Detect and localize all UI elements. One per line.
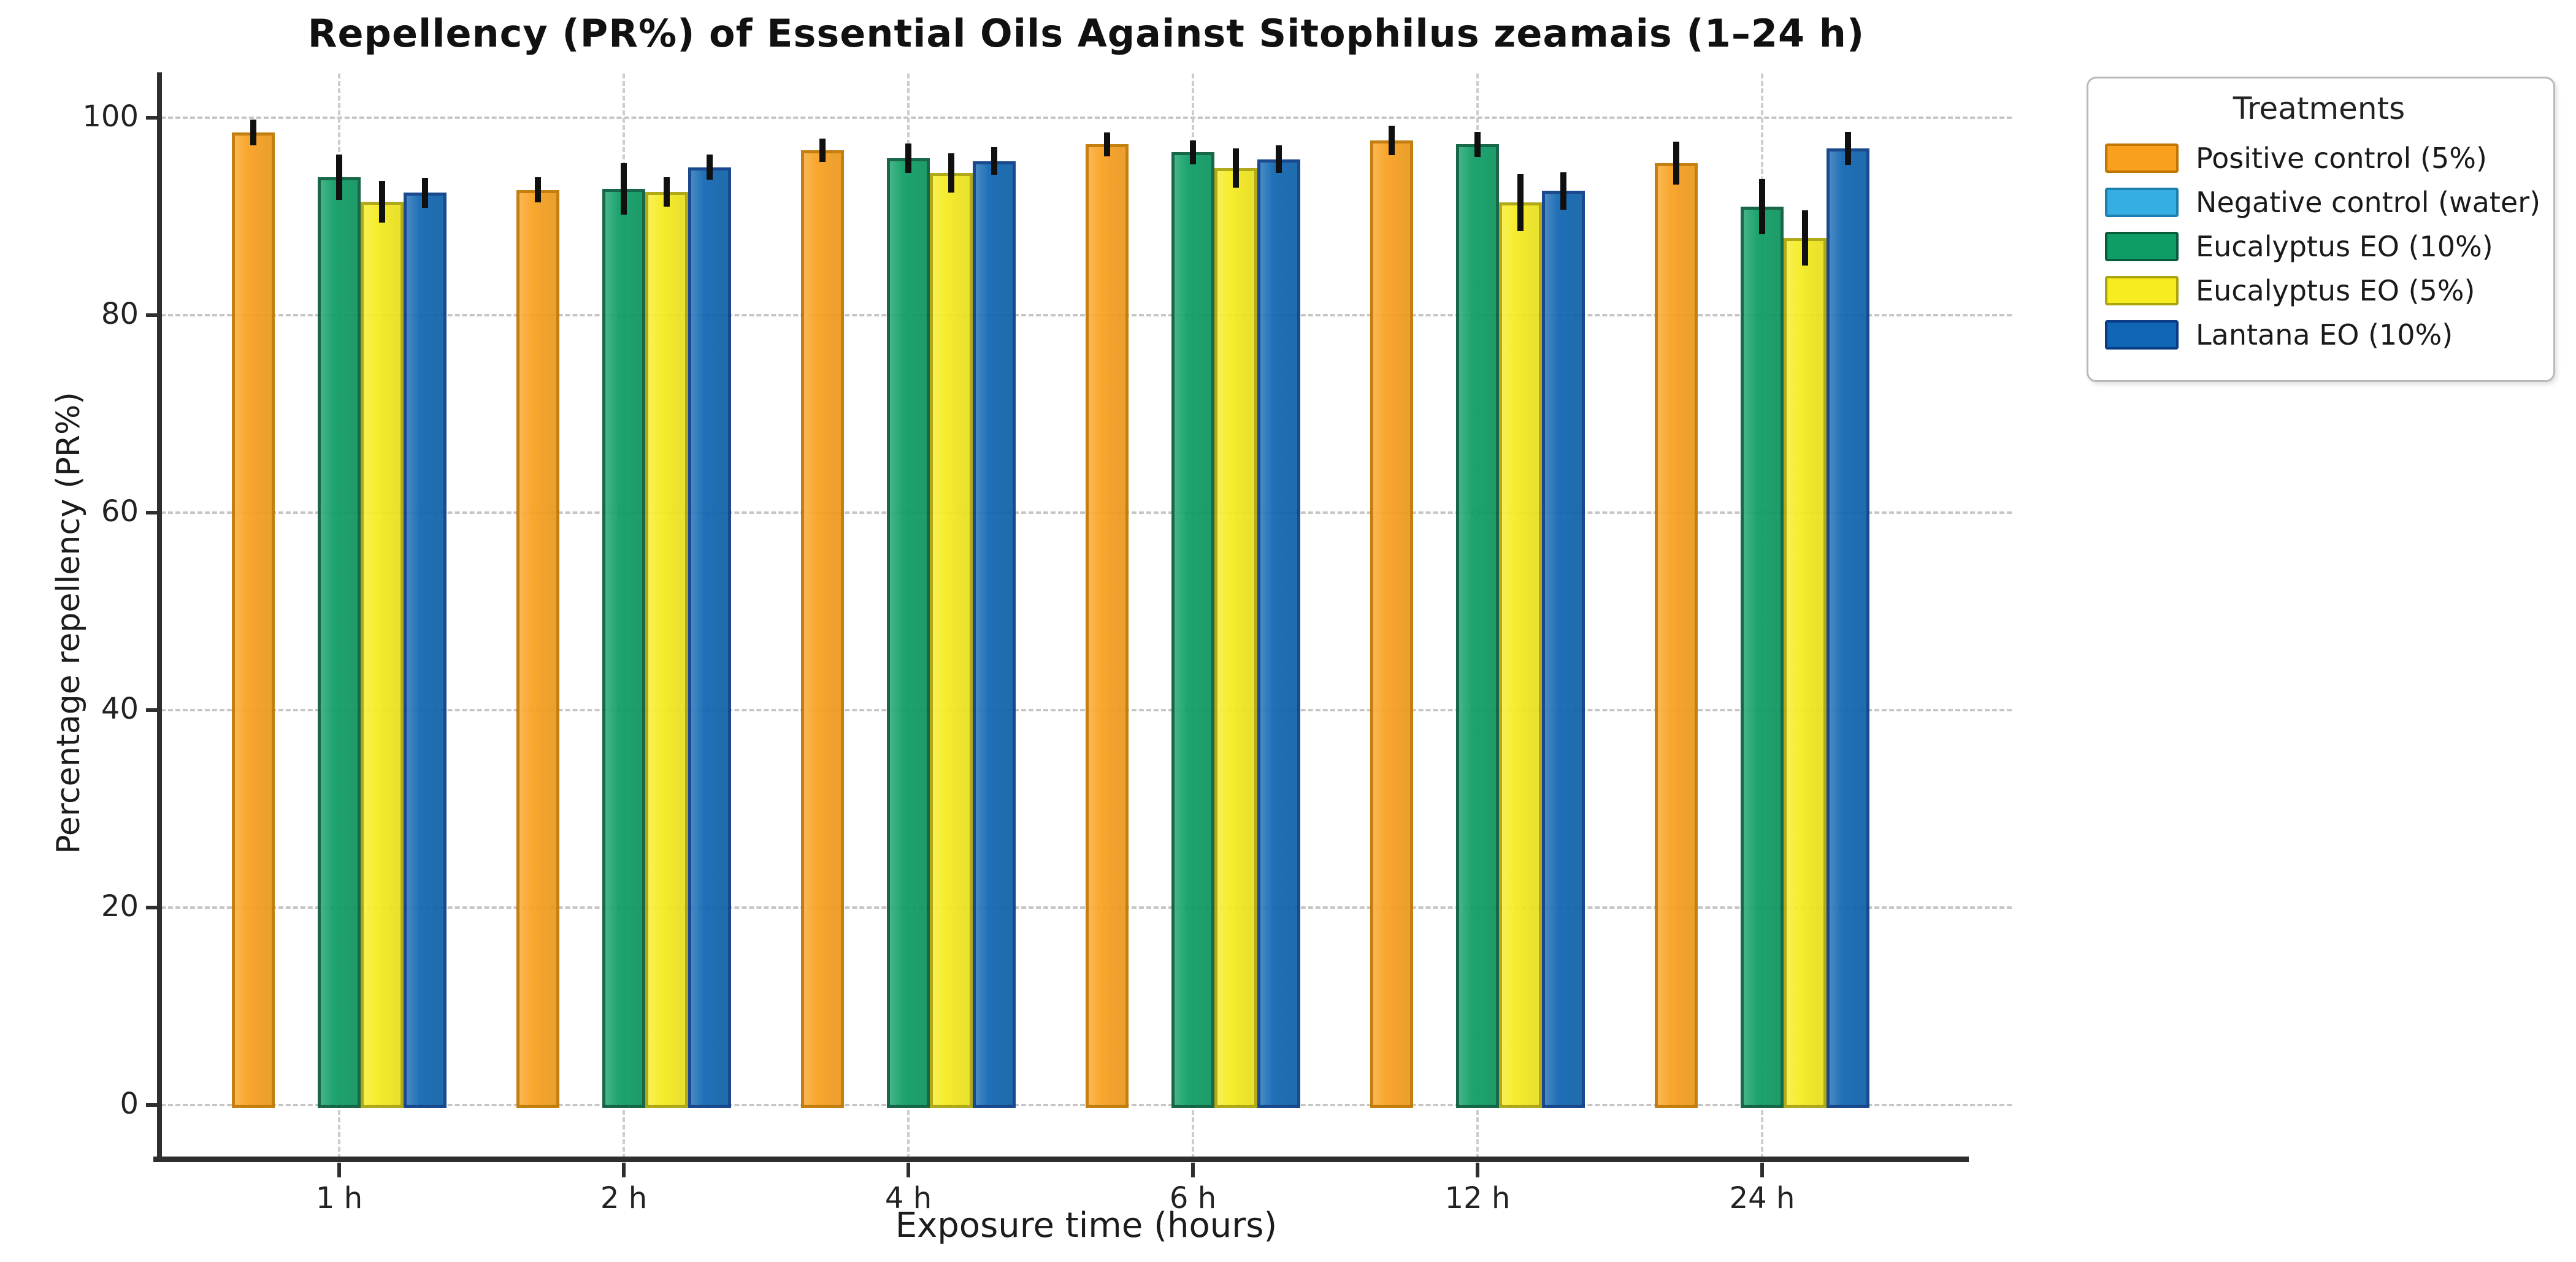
bar bbox=[232, 132, 275, 1108]
error-bar bbox=[991, 147, 997, 175]
bar bbox=[1784, 238, 1827, 1108]
error-bar bbox=[905, 143, 911, 174]
error-bar bbox=[707, 154, 713, 180]
bar bbox=[1257, 159, 1300, 1108]
bar bbox=[645, 191, 688, 1108]
error-bar bbox=[1845, 131, 1851, 166]
error-bar bbox=[1474, 131, 1481, 158]
y-tick-label: 20 bbox=[101, 889, 139, 924]
x-tick-mark bbox=[907, 1163, 910, 1177]
bar bbox=[1741, 206, 1784, 1108]
x-tick-label: 2 h bbox=[600, 1181, 648, 1215]
error-bar bbox=[664, 177, 670, 207]
error-bar bbox=[250, 120, 256, 146]
error-bar bbox=[379, 181, 385, 223]
bar bbox=[318, 177, 361, 1108]
error-bar bbox=[1190, 140, 1196, 164]
y-tick-label: 0 bbox=[120, 1087, 139, 1121]
x-tick-label: 6 h bbox=[1169, 1181, 1217, 1215]
y-tick-mark bbox=[146, 511, 159, 514]
x-tick-label: 24 h bbox=[1729, 1181, 1795, 1215]
bar bbox=[361, 201, 404, 1108]
error-bar bbox=[1673, 141, 1679, 185]
bar bbox=[688, 167, 731, 1108]
error-bar bbox=[1759, 178, 1765, 234]
y-tick-label: 60 bbox=[101, 494, 139, 529]
legend-entry: Positive control (5%) bbox=[2105, 136, 2540, 180]
x-tick-mark bbox=[337, 1163, 341, 1177]
legend-entry: Eucalyptus EO (5%) bbox=[2105, 269, 2540, 313]
error-bar bbox=[948, 153, 954, 193]
y-tick-mark bbox=[146, 116, 159, 120]
x-tick-label: 1 h bbox=[315, 1181, 363, 1215]
legend-label: Positive control (5%) bbox=[2196, 142, 2487, 175]
error-bar bbox=[535, 177, 541, 203]
x-tick-mark bbox=[1476, 1163, 1479, 1177]
y-tick-mark bbox=[146, 1103, 159, 1107]
error-bar bbox=[422, 178, 428, 208]
legend-label: Negative control (water) bbox=[2196, 186, 2541, 219]
y-axis-spine bbox=[157, 72, 162, 1161]
bar bbox=[1827, 148, 1869, 1108]
x-tick-label: 12 h bbox=[1444, 1181, 1511, 1215]
y-tick-label: 40 bbox=[101, 692, 139, 726]
bar bbox=[973, 161, 1016, 1108]
bar bbox=[1456, 144, 1499, 1108]
error-bar bbox=[1233, 148, 1239, 188]
y-tick-label: 100 bbox=[82, 99, 139, 134]
y-axis-label: Percentage repellency (PR%) bbox=[50, 392, 87, 854]
legend-swatch bbox=[2105, 188, 2179, 217]
bar bbox=[1370, 140, 1413, 1108]
bar bbox=[602, 188, 645, 1108]
bar bbox=[516, 189, 559, 1108]
error-bar bbox=[819, 138, 826, 163]
error-bar bbox=[1560, 172, 1566, 210]
error-bar bbox=[621, 163, 627, 215]
y-tick-mark bbox=[146, 708, 159, 712]
error-bar bbox=[1802, 210, 1808, 266]
x-axis-spine bbox=[153, 1157, 1969, 1162]
error-bar bbox=[336, 154, 342, 200]
bar bbox=[404, 193, 447, 1108]
error-bar bbox=[1389, 125, 1395, 156]
bar bbox=[1499, 202, 1542, 1108]
y-tick-mark bbox=[146, 906, 159, 909]
legend-entry: Lantana EO (10%) bbox=[2105, 313, 2540, 357]
error-bar bbox=[1276, 145, 1282, 174]
legend-title: Treatments bbox=[2233, 91, 2405, 126]
legend-entries: Positive control (5%) Negative control (w… bbox=[2105, 136, 2540, 357]
x-tick-label: 4 h bbox=[884, 1181, 932, 1215]
x-axis-label: Exposure time (hours) bbox=[895, 1206, 1278, 1245]
bar bbox=[1214, 168, 1257, 1108]
bar bbox=[1655, 163, 1698, 1108]
bar bbox=[1086, 144, 1129, 1108]
bar bbox=[801, 150, 844, 1108]
chart-title: Repellency (PR%) of Essential Oils Again… bbox=[307, 11, 1865, 56]
bar bbox=[887, 158, 930, 1108]
x-tick-mark bbox=[1191, 1163, 1195, 1177]
legend-label: Eucalyptus EO (5%) bbox=[2196, 274, 2475, 307]
y-tick-label: 80 bbox=[101, 297, 139, 331]
bar bbox=[1542, 191, 1585, 1108]
bar bbox=[1171, 152, 1214, 1108]
y-gridline bbox=[161, 117, 2012, 119]
x-tick-mark bbox=[1760, 1163, 1764, 1177]
legend-swatch bbox=[2105, 276, 2179, 305]
error-bar bbox=[1517, 174, 1524, 232]
legend-swatch bbox=[2105, 320, 2179, 350]
y-tick-mark bbox=[146, 313, 159, 317]
legend-label: Eucalyptus EO (10%) bbox=[2196, 230, 2493, 263]
legend-label: Lantana EO (10%) bbox=[2196, 318, 2453, 351]
bar bbox=[930, 173, 973, 1108]
error-bar bbox=[1104, 132, 1110, 156]
legend-entry: Negative control (water) bbox=[2105, 180, 2540, 224]
x-tick-mark bbox=[622, 1163, 626, 1177]
legend-entry: Eucalyptus EO (10%) bbox=[2105, 224, 2540, 269]
legend-swatch bbox=[2105, 232, 2179, 261]
legend-swatch bbox=[2105, 143, 2179, 173]
